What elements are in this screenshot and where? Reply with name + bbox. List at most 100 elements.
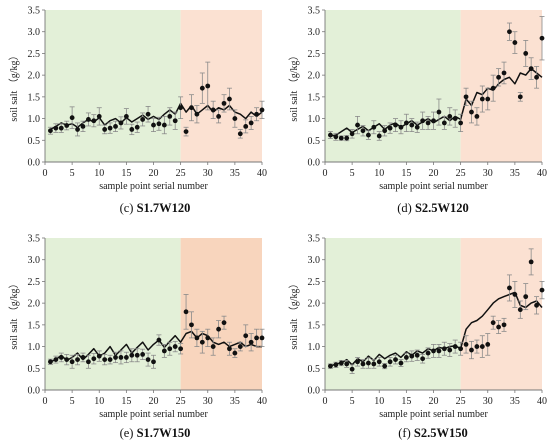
data-point xyxy=(496,324,501,330)
data-point xyxy=(248,339,254,345)
y-tick-label: 2.5 xyxy=(28,49,41,60)
x-tick-label: 20 xyxy=(429,168,439,179)
y-tick-label: 0.0 xyxy=(308,158,321,169)
data-point xyxy=(431,348,436,354)
series-line xyxy=(50,330,262,363)
x-tick-label: 5 xyxy=(350,168,355,179)
panel-caption-name: S1.7W120 xyxy=(133,201,190,215)
x-tick-label: 5 xyxy=(70,396,75,407)
x-tick-label: 15 xyxy=(121,168,131,179)
y-tick-label: 2.5 xyxy=(28,277,41,288)
data-point xyxy=(243,123,249,129)
y-tick-label: 1.5 xyxy=(28,320,41,331)
data-point xyxy=(366,360,371,366)
x-tick-label: 35 xyxy=(230,396,240,407)
x-tick-label: 30 xyxy=(483,396,493,407)
data-point xyxy=(376,359,382,365)
data-point xyxy=(134,124,140,130)
data-point xyxy=(129,127,135,132)
data-point xyxy=(452,344,458,349)
data-point xyxy=(107,125,113,131)
y-tick-label: 0.5 xyxy=(308,364,321,375)
data-point xyxy=(75,127,80,132)
x-tick-label: 0 xyxy=(43,396,48,407)
panel-caption: (e) S1.7W150 xyxy=(120,426,191,440)
x-tick-label: 30 xyxy=(203,396,213,407)
y-tick-label: 1.0 xyxy=(308,342,321,353)
x-tick-label: 40 xyxy=(537,396,547,407)
x-axis-label: sample point serial number xyxy=(99,181,208,192)
data-point xyxy=(183,309,189,315)
data-point xyxy=(528,66,534,72)
data-point xyxy=(75,357,80,362)
data-point xyxy=(151,359,156,365)
y-tick-label: 1.0 xyxy=(28,342,41,353)
y-tick-label: 2.0 xyxy=(308,299,321,310)
data-point xyxy=(64,123,70,128)
data-point xyxy=(349,366,355,372)
x-tick-label: 0 xyxy=(323,396,328,407)
x-tick-label: 15 xyxy=(401,168,411,179)
data-point xyxy=(232,116,238,121)
panel-caption-letter: (d) xyxy=(397,201,412,215)
data-point xyxy=(48,359,53,365)
panel-caption-name: S2.5W150 xyxy=(411,426,468,440)
data-point xyxy=(474,114,480,119)
x-tick-label: 35 xyxy=(510,396,520,407)
data-point xyxy=(469,347,474,353)
data-point xyxy=(387,125,393,131)
data-point xyxy=(151,122,156,128)
x-tick-label: 20 xyxy=(429,396,439,407)
region-band xyxy=(180,10,262,162)
data-point xyxy=(474,344,480,349)
data-point xyxy=(512,40,518,45)
data-point xyxy=(344,361,350,367)
y-tick-label: 3.0 xyxy=(308,255,321,266)
data-point xyxy=(113,123,118,129)
data-point xyxy=(371,124,377,130)
data-point xyxy=(338,135,344,141)
data-point xyxy=(140,117,146,122)
data-point xyxy=(123,355,129,360)
data-point xyxy=(393,357,398,362)
data-point xyxy=(69,115,75,121)
series-line xyxy=(50,102,263,131)
x-axis-label: sample point serial number xyxy=(99,409,208,420)
x-tick-label: 40 xyxy=(257,396,267,407)
x-tick-label: 0 xyxy=(43,168,48,179)
data-point xyxy=(507,29,512,35)
y-axis-label: soil salt （g/kg） xyxy=(288,278,300,349)
data-point xyxy=(523,294,529,300)
data-point xyxy=(134,352,140,358)
x-tick-label: 30 xyxy=(483,168,493,179)
x-tick-label: 10 xyxy=(94,396,104,407)
data-point xyxy=(53,357,59,362)
data-point xyxy=(58,125,64,131)
data-point xyxy=(237,344,243,349)
data-point xyxy=(376,133,382,139)
panel-e: 0.0 0.5 1.0 1.5 2.0 2.5 3.0 3.5 0 5 10 15 20 25 30 35 40… xyxy=(8,234,267,441)
data-point xyxy=(479,96,485,102)
y-tick-label: 1.5 xyxy=(308,320,321,331)
data-point xyxy=(194,335,200,341)
data-point xyxy=(436,109,442,115)
x-tick-label: 35 xyxy=(510,168,520,179)
data-point xyxy=(420,118,426,124)
data-point xyxy=(227,346,232,352)
data-point xyxy=(338,360,344,366)
x-tick-label: 20 xyxy=(149,168,159,179)
data-point xyxy=(517,94,523,100)
data-point xyxy=(156,121,162,127)
data-point xyxy=(485,96,491,102)
data-point xyxy=(96,353,102,359)
x-axis-label: sample point serial number xyxy=(379,181,488,192)
data-point xyxy=(232,350,238,356)
data-point xyxy=(409,122,415,128)
data-point xyxy=(199,339,205,345)
data-point xyxy=(86,117,91,122)
data-point xyxy=(107,357,113,362)
y-tick-label: 1.0 xyxy=(308,114,321,125)
y-axis-label: soil salt （g/kg） xyxy=(8,50,20,121)
y-tick-label: 1.5 xyxy=(308,92,321,103)
x-tick-label: 25 xyxy=(176,396,186,407)
